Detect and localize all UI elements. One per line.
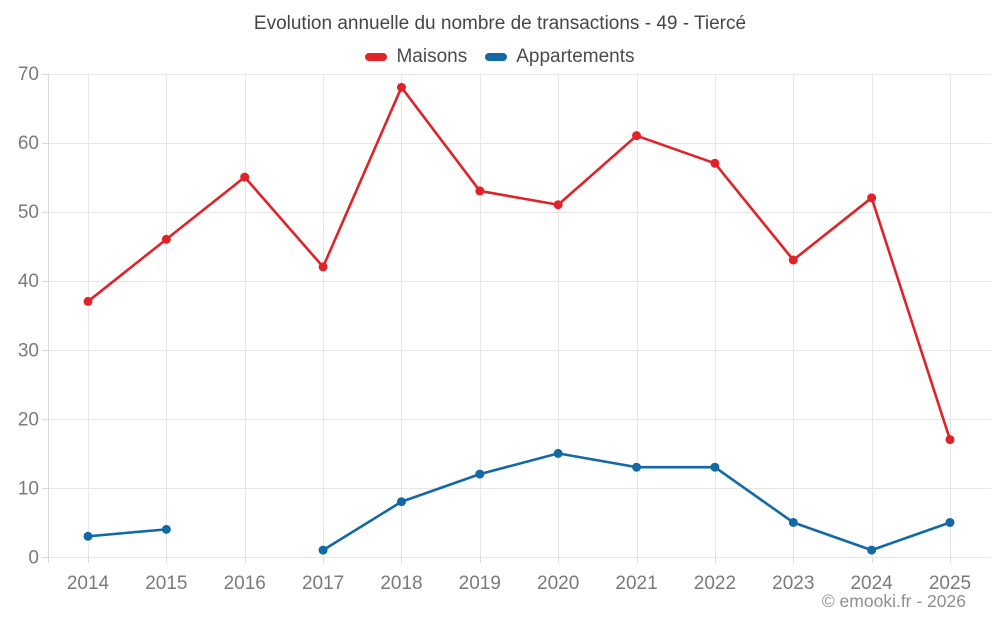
data-point-appartements-2021[interactable]	[632, 462, 642, 472]
data-point-appartements-2017[interactable]	[318, 545, 328, 555]
data-point-appartements-2024[interactable]	[867, 545, 877, 555]
x-axis-tick-label: 2014	[67, 573, 110, 594]
data-point-maisons-2022[interactable]	[710, 158, 720, 168]
legend-label-maisons: Maisons	[396, 46, 468, 67]
data-point-appartements-2019[interactable]	[475, 469, 485, 479]
y-axis-tick-label: 0	[28, 548, 39, 569]
series-line-appartements	[86, 528, 168, 538]
legend-item-maisons[interactable]: Maisons	[365, 46, 467, 68]
data-point-maisons-2023[interactable]	[788, 255, 798, 265]
data-point-appartements-2023[interactable]	[788, 517, 798, 527]
series-appartements[interactable]	[83, 448, 955, 555]
data-point-maisons-2021[interactable]	[632, 131, 642, 141]
y-axis-tick-label: 30	[18, 340, 39, 361]
data-point-maisons-2024[interactable]	[867, 193, 877, 203]
y-axis-tick-label: 20	[18, 409, 39, 430]
data-point-maisons-2020[interactable]	[553, 200, 563, 210]
grid-lines	[48, 73, 991, 558]
x-axis-tick-label: 2016	[224, 573, 266, 594]
legend-label-appartements: Appartements	[516, 46, 635, 67]
data-point-maisons-2025[interactable]	[945, 435, 955, 445]
y-axis-tick-label: 50	[18, 202, 39, 223]
legend-swatch-appartements	[485, 53, 508, 61]
x-axis-tick-label: 2022	[694, 573, 736, 594]
data-point-maisons-2017[interactable]	[318, 262, 328, 272]
copyright-credit: © emooki.fr - 2026	[821, 591, 966, 611]
y-axis-tick-label: 70	[18, 64, 39, 85]
series-maisons[interactable]	[83, 82, 955, 445]
data-point-maisons-2016[interactable]	[240, 172, 250, 182]
data-point-maisons-2015[interactable]	[161, 234, 171, 244]
chart-title: Evolution annuelle du nombre de transact…	[253, 13, 747, 34]
data-point-maisons-2014[interactable]	[83, 296, 93, 306]
x-axis-tick-label: 2023	[772, 573, 814, 594]
x-axis-tick-label: 2021	[615, 573, 657, 594]
x-axis-tick-label: 2024	[850, 573, 893, 594]
data-point-appartements-2022[interactable]	[710, 462, 720, 472]
x-axis-tick-label: 2018	[380, 573, 422, 594]
data-point-appartements-2025[interactable]	[945, 517, 955, 527]
data-point-appartements-2015[interactable]	[161, 524, 171, 534]
data-point-maisons-2018[interactable]	[396, 82, 406, 92]
series-line-maisons	[86, 86, 952, 441]
x-axis-tick-label: 2025	[929, 573, 971, 594]
y-axis-tick-label: 60	[18, 133, 39, 154]
y-axis-tick-label: 40	[18, 271, 39, 292]
axis-labels: 0 10 20 30 40 50 60 70 2014 2015 2016 2017 2018 2019 2…	[18, 64, 971, 594]
legend-item-appartements[interactable]: Appartements	[485, 46, 635, 68]
data-point-maisons-2019[interactable]	[475, 186, 485, 196]
data-point-appartements-2020[interactable]	[553, 448, 563, 458]
legend-swatch-maisons	[365, 53, 388, 61]
data-point-appartements-2018[interactable]	[396, 497, 406, 507]
x-axis-tick-label: 2015	[145, 573, 187, 594]
x-axis-tick-label: 2020	[537, 573, 579, 594]
data-point-appartements-2014[interactable]	[83, 531, 93, 541]
y-axis-tick-label: 10	[18, 478, 39, 499]
chart-legend: Maisons Appartements	[0, 45, 1000, 69]
x-axis-tick-label: 2019	[459, 573, 501, 594]
x-axis-tick-label: 2017	[302, 573, 344, 594]
axes	[42, 73, 951, 563]
